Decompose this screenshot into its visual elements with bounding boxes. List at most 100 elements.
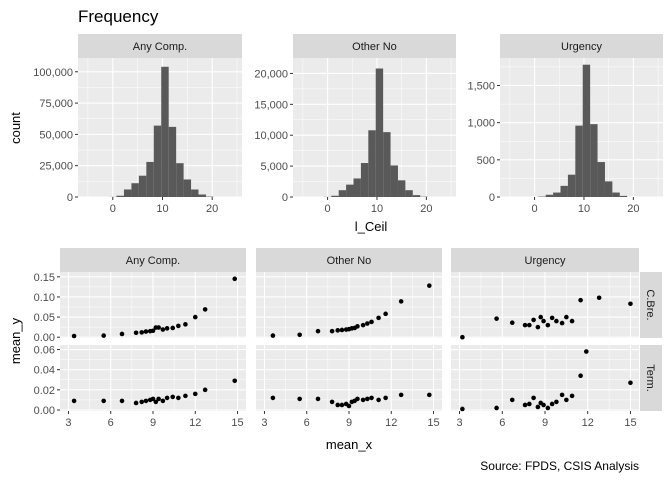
scatter-panel: 3 6 9 12 15 [256,345,442,429]
y-tick-label: 0.05 [34,312,55,324]
chart-title: Frequency [78,7,159,26]
data-point [527,322,532,328]
data-point [139,399,145,405]
histogram-bar [375,68,384,197]
x-tick-label: 12 [189,417,201,429]
histogram-bar [575,125,583,197]
facet-strip-label: Term. [644,364,656,392]
data-point [427,392,432,398]
y-tick-label: 0.06 [34,345,55,357]
scatter-panel: 3 6 9 12 15 [451,345,639,429]
data-point [101,333,106,338]
data-point [559,392,565,398]
data-point [535,404,541,410]
data-point [143,398,149,404]
histogram-facets: Any Comp. 0 25,000 50,000 75,000 100,000 0 10 20… [8,34,663,234]
histogram-panel: Other No 0 5,000 10,000 15,000 20,000 0 10 20 [254,34,456,215]
data-point [427,283,432,288]
data-point [153,399,159,405]
histogram-bar [346,184,354,197]
data-point [531,395,536,401]
y-tick-label: 15,000 [254,99,288,111]
x-tick-label: 6 [304,417,310,429]
data-point [101,398,106,404]
histogram-bar [612,192,620,197]
data-point [339,402,345,408]
histogram-bar [597,162,605,197]
y-tick-label: 0 [67,192,73,204]
data-point [596,295,602,301]
histogram-bar [383,132,391,197]
scatter-facets: Any Comp. Other No UrgencyC.Bre.Term.0.000… [8,248,662,452]
data-point [578,373,583,379]
data-point [164,395,170,401]
data-point [71,398,77,404]
data-point [628,301,633,307]
data-point [541,318,546,324]
facet-strip [500,34,663,58]
data-point [183,322,188,327]
data-point [460,334,465,340]
data-point [509,320,515,326]
data-point [369,395,374,401]
data-point [156,396,161,402]
data-point [549,401,555,407]
x-tick-label: 10 [578,203,590,215]
data-point [494,405,499,411]
data-point [494,316,499,321]
scatter-panel [451,272,639,340]
y-tick-label: 0.02 [34,385,55,397]
x-tick-label: 9 [346,417,352,429]
y-tick-label: 25,000 [39,161,73,173]
x-tick-label: 3 [65,417,71,429]
histogram-bar [397,180,406,197]
y-tick-label: 0.00 [34,405,55,417]
scatter-panel: 0.00 0.02 0.04 0.06 3 6 9 12 15 [34,345,246,429]
x-tick-label: 15 [231,417,243,429]
histogram-bar [153,125,162,197]
data-point [335,328,341,333]
x-tick-label: 0 [532,203,538,215]
data-point [315,328,321,334]
x-tick-label: 15 [427,417,439,429]
x-tick-label: 3 [261,417,267,429]
data-point [329,399,335,405]
data-point [160,398,166,404]
scatter-panel: 0.00 0.05 0.10 0.15 [34,272,246,344]
x-tick-label: 0 [110,203,116,215]
data-point [545,322,551,328]
data-point [564,314,569,320]
x-tick-label: 0 [325,203,331,215]
data-point [297,396,302,402]
y-tick-label: 1,500 [467,81,495,93]
data-point [202,387,208,393]
data-point [133,400,139,406]
x-tick-label: 20 [627,203,639,215]
histogram-bar [146,161,154,197]
data-point [522,322,528,328]
x-tick-label: 3 [456,417,462,429]
data-point [355,396,360,402]
data-point [628,380,633,386]
data-point [176,323,181,329]
y-tick-label: 1,000 [467,118,495,130]
y-tick-label: 10,000 [254,130,288,142]
y-tick-label: 5,000 [260,161,288,173]
data-point [531,317,536,323]
data-point [270,333,276,338]
data-point [335,402,341,408]
data-point [398,392,404,398]
data-point [383,311,388,317]
x-tick-label: 10 [156,203,168,215]
histogram-bar [116,195,124,197]
x-axis-title: l_Ceil [355,219,388,234]
histogram-bar [360,163,369,197]
histogram-bar [183,179,192,197]
y-tick-label: 0.10 [34,292,55,304]
histogram-bar [123,189,132,197]
data-point [569,318,575,324]
y-tick-label: 75,000 [39,98,73,110]
histogram-panel: Any Comp. 0 25,000 50,000 75,000 100,000 0 10 20 [33,34,242,215]
histogram-bar [131,183,139,197]
